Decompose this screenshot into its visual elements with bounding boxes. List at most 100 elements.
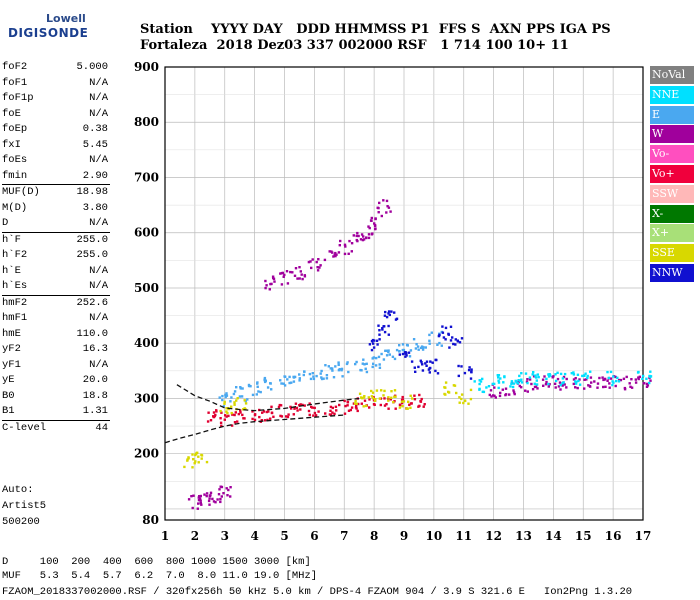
data-point xyxy=(367,396,370,399)
data-point xyxy=(223,418,226,421)
logo-lowell-text: Lowell xyxy=(46,12,86,25)
data-point xyxy=(418,404,421,408)
data-point xyxy=(270,411,274,415)
data-point xyxy=(309,260,312,263)
data-point xyxy=(460,337,464,340)
data-point xyxy=(641,377,644,380)
x-tick-label: 6 xyxy=(310,529,318,543)
data-point xyxy=(395,348,399,352)
data-point xyxy=(381,327,384,330)
data-point xyxy=(383,314,387,317)
data-point xyxy=(372,346,376,349)
data-point xyxy=(512,382,516,385)
data-point xyxy=(194,460,197,463)
data-point xyxy=(350,406,354,409)
data-point xyxy=(614,375,617,379)
data-point xyxy=(425,364,428,367)
data-point xyxy=(378,333,381,336)
data-point xyxy=(547,382,550,386)
data-point xyxy=(191,466,194,469)
param-row: C-level 44 xyxy=(2,421,110,437)
data-point xyxy=(588,384,591,388)
data-point xyxy=(312,414,315,417)
data-point xyxy=(645,382,649,386)
data-point xyxy=(357,402,360,406)
data-point xyxy=(279,272,282,275)
header-row-values: Fortaleza 2018 Dez03 337 002000 RSF 1 71… xyxy=(140,38,569,53)
param-row: foF2 5.000 xyxy=(2,60,110,76)
data-point xyxy=(515,381,518,384)
data-point xyxy=(387,350,390,354)
y-tick-label: 400 xyxy=(134,336,159,350)
data-point xyxy=(602,385,605,389)
data-point xyxy=(602,378,605,382)
data-point xyxy=(533,385,537,389)
data-point xyxy=(303,370,306,373)
data-point xyxy=(186,459,189,462)
data-point xyxy=(194,452,198,456)
data-point xyxy=(208,497,211,500)
data-point xyxy=(428,342,431,345)
data-point xyxy=(287,413,290,416)
param-value: 18.98 xyxy=(76,186,108,198)
data-point xyxy=(454,338,457,341)
data-point xyxy=(216,498,219,501)
data-point xyxy=(233,413,236,417)
data-point xyxy=(373,403,376,406)
data-point xyxy=(585,378,588,381)
data-point xyxy=(367,225,370,228)
data-point xyxy=(400,400,404,403)
data-point xyxy=(331,367,334,370)
data-point xyxy=(460,393,464,396)
data-point xyxy=(554,386,557,389)
data-point xyxy=(570,372,573,375)
data-point xyxy=(350,242,354,245)
data-point xyxy=(587,384,590,387)
data-point xyxy=(308,372,312,376)
data-point xyxy=(415,343,418,346)
data-point xyxy=(499,377,502,380)
data-point xyxy=(344,404,347,408)
param-row: foE N/A xyxy=(2,107,110,123)
data-point xyxy=(347,252,350,255)
data-point xyxy=(637,377,640,381)
data-point xyxy=(286,415,290,419)
data-point xyxy=(212,411,216,414)
data-point xyxy=(311,258,314,261)
param-key: foEp xyxy=(2,123,28,135)
data-point xyxy=(365,404,368,408)
data-point xyxy=(253,413,257,416)
data-point xyxy=(322,377,325,380)
data-point xyxy=(227,414,230,418)
param-row: yF2 16.3 xyxy=(2,342,110,358)
data-point xyxy=(331,406,334,410)
data-point xyxy=(294,402,298,405)
data-point xyxy=(219,421,223,424)
param-row: B1 1.31 xyxy=(2,404,110,420)
data-point xyxy=(215,410,218,413)
data-point xyxy=(405,354,408,357)
param-row: yF1 N/A xyxy=(2,358,110,374)
data-point xyxy=(524,372,528,375)
data-point xyxy=(365,236,368,240)
data-point xyxy=(545,377,548,381)
data-point xyxy=(458,341,462,344)
data-point xyxy=(385,315,389,319)
data-point xyxy=(369,219,373,222)
data-point xyxy=(227,488,230,492)
data-point xyxy=(557,385,561,388)
data-point xyxy=(190,495,193,498)
data-point xyxy=(199,499,202,502)
data-point xyxy=(501,388,504,391)
data-point xyxy=(611,380,614,383)
data-point xyxy=(292,376,296,379)
data-point xyxy=(209,491,213,494)
param-separator xyxy=(2,419,110,421)
data-point xyxy=(280,283,284,286)
data-point xyxy=(213,414,216,418)
data-point xyxy=(441,331,445,334)
data-point xyxy=(606,370,609,374)
data-point xyxy=(534,374,537,377)
data-point xyxy=(365,362,368,365)
data-point xyxy=(301,403,304,407)
